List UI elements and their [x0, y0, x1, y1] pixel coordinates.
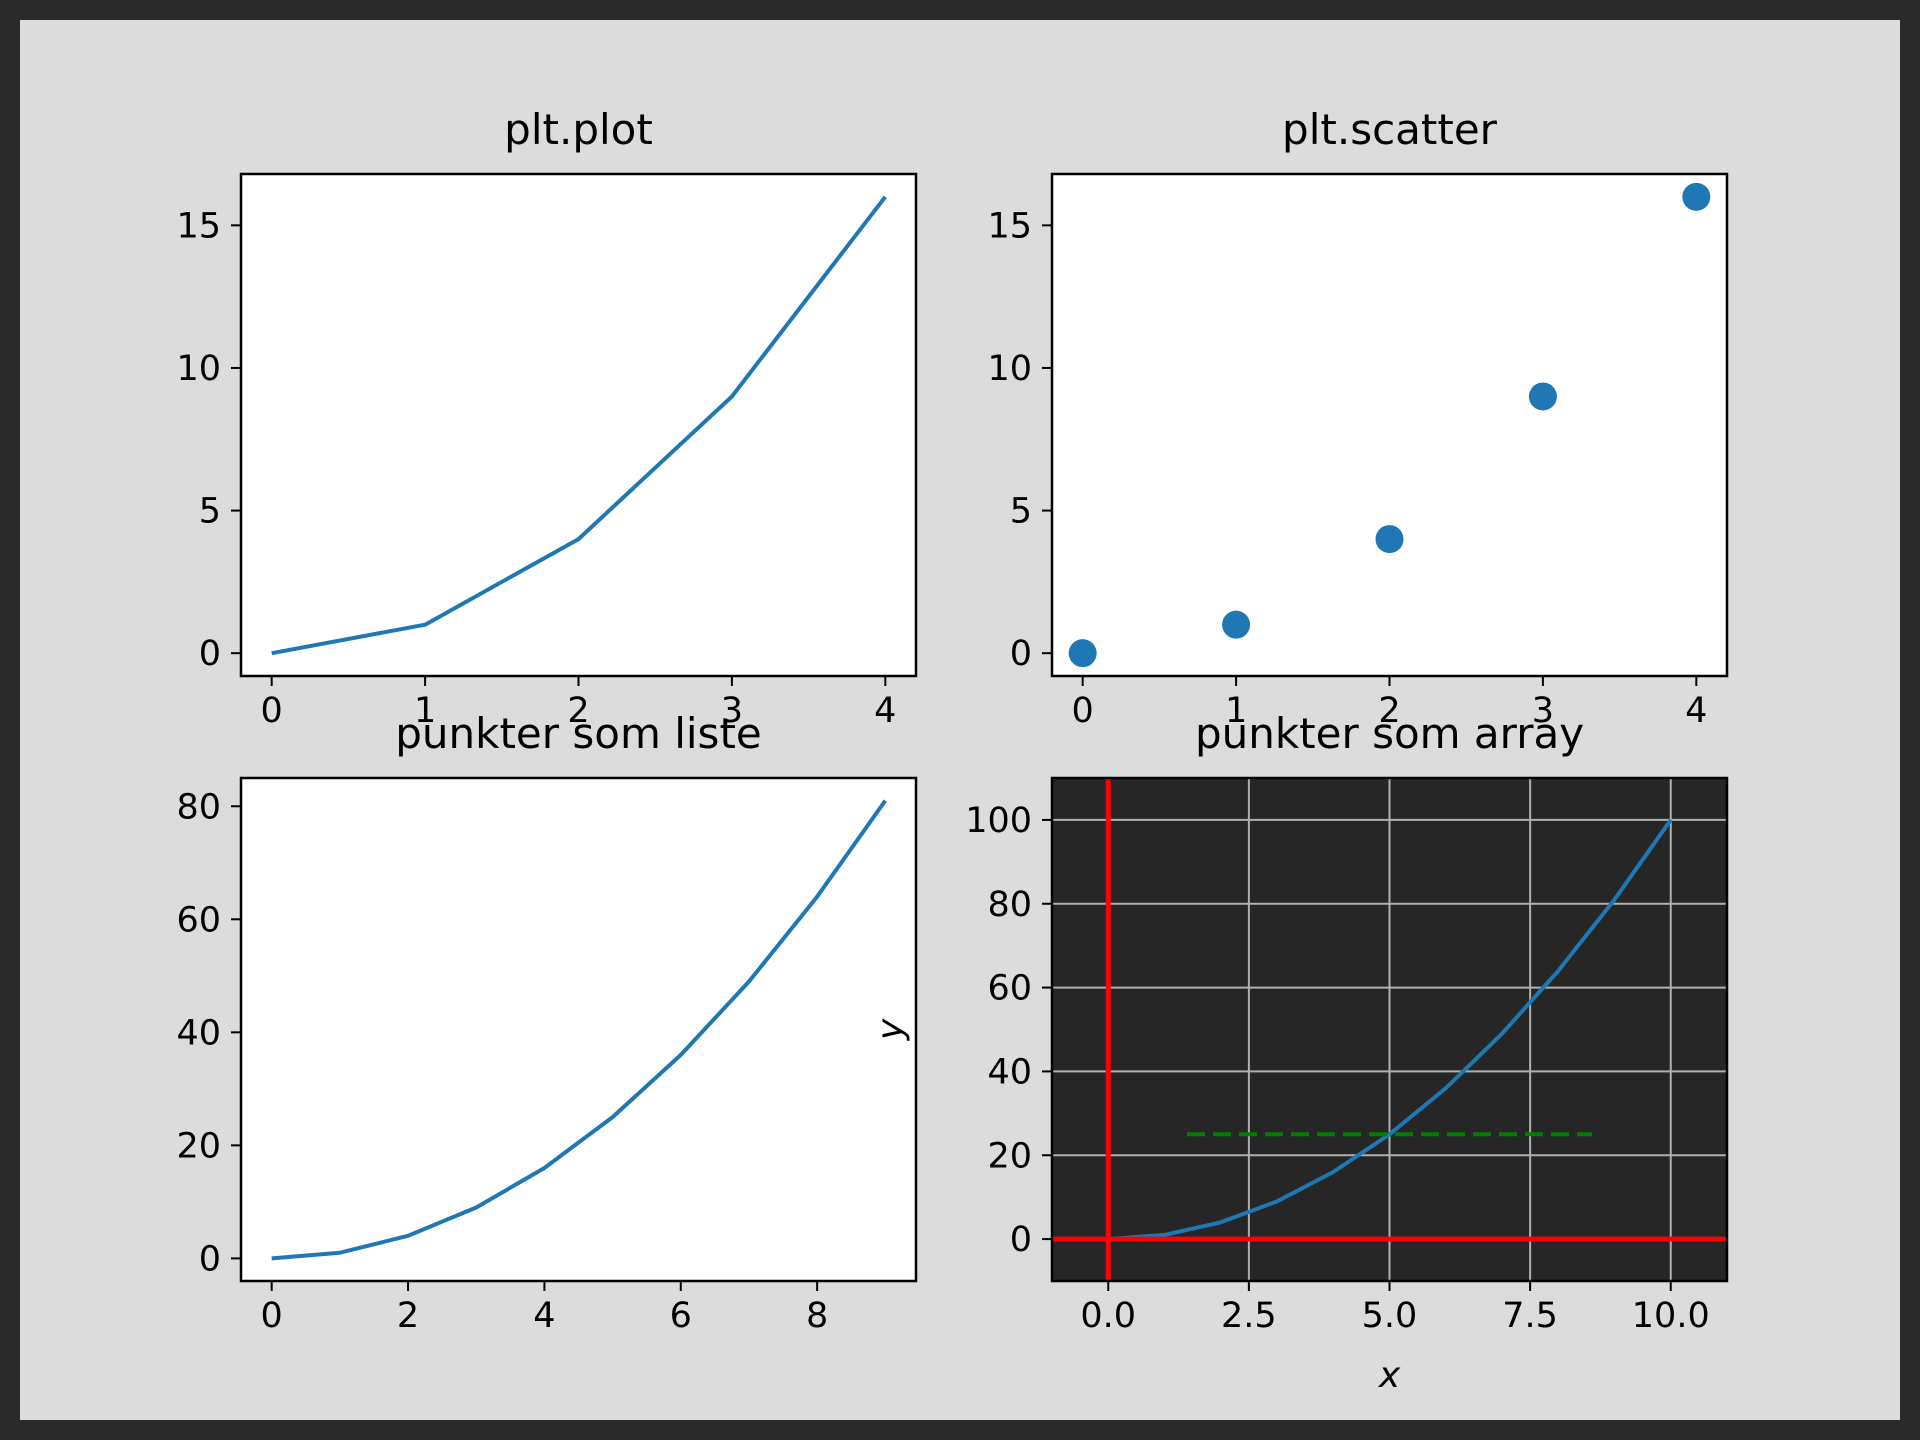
x-tick-label: 0: [261, 1296, 283, 1336]
y-tick-label: 20: [176, 1126, 221, 1166]
x-tick-label: 4: [533, 1296, 555, 1336]
plot-area: [1068, 182, 1711, 668]
y-tick-label: 0: [1010, 634, 1032, 674]
scatter-point: [1528, 382, 1557, 411]
y-tick-label: 5: [199, 492, 221, 532]
subplot-1: 0 1 2 3 4 0 5 10 15 plt.plot: [176, 105, 918, 731]
series-line: [1108, 818, 1673, 1242]
scatter-point: [1222, 610, 1251, 639]
axes-background: [1052, 174, 1727, 676]
y-tick-label: 100: [965, 801, 1032, 841]
x-tick-label: 8: [806, 1296, 828, 1336]
subplot-title: punkter som liste: [395, 709, 762, 758]
x-tick-label: 1: [1225, 691, 1247, 731]
x-tick-label: 2.5: [1221, 1296, 1277, 1336]
subplot-title: plt.plot: [504, 105, 653, 154]
subplot-4: 0.0 2.5 5.0 7.5 10.0 0 20 40 60 80 100 punkter som …: [870, 709, 1729, 1396]
y-tick-label: 10: [176, 349, 221, 389]
y-tick-label: 60: [987, 969, 1032, 1009]
x-tick-label: 7.5: [1502, 1296, 1558, 1336]
x-tick-label: 6: [670, 1296, 692, 1336]
x-tick-label: 0: [261, 691, 283, 731]
y-tick-label: 80: [176, 787, 221, 827]
x-tick-label: 2: [567, 691, 589, 731]
subplot-title: punkter som array: [1195, 709, 1584, 758]
x-axis-label: x: [1378, 1355, 1401, 1396]
x-tick-label: 3: [1532, 691, 1554, 731]
y-tick-label: 0: [1010, 1220, 1032, 1260]
y-axis-label: y: [870, 1018, 911, 1041]
x-tick-label: 3: [721, 691, 743, 731]
x-tick-label: 2: [1378, 691, 1400, 731]
subplot-title: plt.scatter: [1282, 105, 1498, 154]
subplot-2: 0 1 2 3 4 0 5 10 15 plt.scatter: [987, 105, 1729, 731]
x-tick-label: 4: [1685, 691, 1707, 731]
x-tick-label: 0: [1072, 691, 1094, 731]
y-tick-label: 15: [987, 206, 1032, 246]
plot-area: [271, 195, 887, 656]
axes-frame: [239, 776, 918, 1283]
x-tick-label: 10.0: [1632, 1296, 1710, 1336]
y-tick-label: 15: [176, 206, 221, 246]
scatter-point: [1068, 639, 1097, 668]
scatter-point: [1375, 525, 1404, 554]
y-tick-label: 80: [987, 885, 1032, 925]
axes-background: [241, 778, 916, 1281]
scatter-point: [1682, 182, 1711, 211]
x-tick-label: 5.0: [1362, 1296, 1418, 1336]
x-tick-label: 1: [414, 691, 436, 731]
y-tick-label: 40: [176, 1013, 221, 1053]
y-tick-label: 60: [176, 900, 221, 940]
x-tick-label: 0.0: [1080, 1296, 1136, 1336]
x-tick-label: 2: [397, 1296, 419, 1336]
y-tick-label: 20: [987, 1136, 1032, 1176]
x-tick-label: 4: [874, 691, 896, 731]
y-tick-label: 0: [199, 1239, 221, 1279]
y-tick-label: 0: [199, 634, 221, 674]
series-line: [271, 195, 887, 656]
y-tick-label: 40: [987, 1052, 1032, 1092]
series-line: [271, 799, 887, 1261]
plot-area: [271, 799, 887, 1261]
y-tick-label: 10: [987, 349, 1032, 389]
plot-area: [1052, 778, 1727, 1281]
y-tick-label: 5: [1010, 492, 1032, 532]
axes-background: [241, 174, 916, 676]
